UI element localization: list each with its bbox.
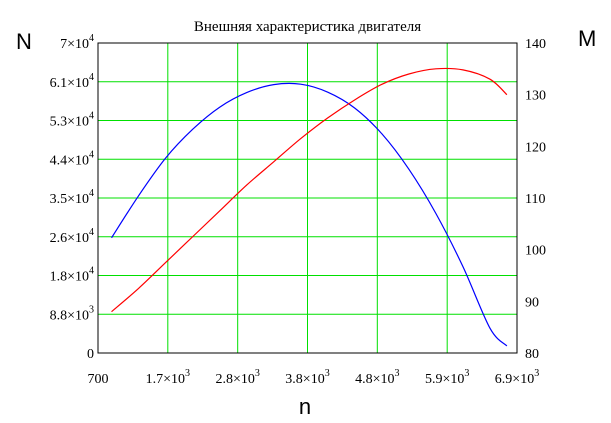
y-right-tick-label: 120 [525,140,546,155]
y-left-tick-label: 1.8×104 [50,266,94,285]
x-tick-label: 5.9×103 [425,368,469,387]
y-left-tick-label: 2.6×104 [50,227,94,246]
y-right-tick-label: 80 [525,347,539,362]
x-tick-label: 4.8×103 [355,368,399,387]
chart-title: Внешняя характеристика двигателя [194,19,421,35]
y-right-tick-labels: 80 90 100 110 120 130 140 [525,37,546,362]
y-left-tick-labels: 0 8.8×103 1.8×104 2.6×104 3.5×104 4.4×104 5.3×… [50,33,94,362]
y-left-tick-label: 5.3×104 [50,111,94,130]
y-left-tick-label: 6.1×104 [50,72,94,91]
x-tick-label: 6.9×103 [495,368,539,387]
grid-lines [98,43,517,353]
x-tick-label: 1.7×103 [146,368,190,387]
y-axis-label-right: M [578,26,596,51]
y-left-tick-label: 3.5×104 [50,188,94,207]
x-axis-label: n [299,394,311,419]
y-right-tick-label: 140 [525,37,546,52]
series-line-left-axis [111,82,508,347]
y-axis-label-left: N [16,29,32,54]
y-left-tick-label: 7×104 [60,33,94,52]
y-right-tick-label: 90 [525,295,539,310]
y-left-tick-label: 8.8×103 [50,304,94,323]
x-tick-labels: 700 1.7×103 2.8×103 3.8×103 4.8×103 5.9×103 6.… [88,368,540,387]
y-left-tick-label: 4.4×104 [50,149,94,168]
y-right-tick-label: 110 [525,192,545,207]
x-tick-label: 2.8×103 [215,368,259,387]
x-tick-label: 700 [88,372,109,387]
y-right-tick-label: 130 [525,89,546,104]
series-layer [111,67,508,347]
plot-frame [97,42,518,354]
y-right-tick-label: 100 [525,244,546,259]
series-line-right-axis [111,67,508,313]
y-left-tick-label: 0 [87,347,94,362]
x-tick-label: 3.8×103 [285,368,329,387]
